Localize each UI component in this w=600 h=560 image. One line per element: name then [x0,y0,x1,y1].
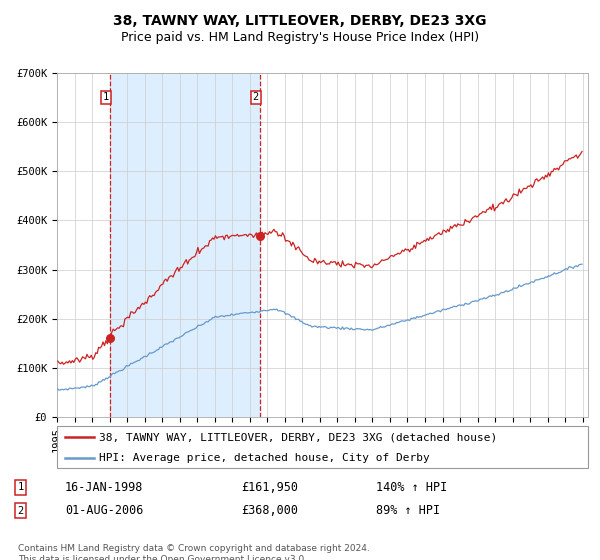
Text: 1: 1 [103,92,109,102]
Text: 2: 2 [17,506,24,516]
Text: 16-JAN-1998: 16-JAN-1998 [65,481,143,494]
Text: 140% ↑ HPI: 140% ↑ HPI [376,481,448,494]
Bar [110,73,260,417]
Text: 1: 1 [17,482,24,492]
Text: HPI: Average price, detached house, City of Derby: HPI: Average price, detached house, City… [100,452,430,463]
Text: £368,000: £368,000 [241,504,298,517]
Text: £161,950: £161,950 [241,481,298,494]
Text: 2: 2 [253,92,259,102]
FancyBboxPatch shape [57,426,588,468]
Text: Price paid vs. HM Land Registry's House Price Index (HPI): Price paid vs. HM Land Registry's House … [121,31,479,44]
Text: Contains HM Land Registry data © Crown copyright and database right 2024.
This d: Contains HM Land Registry data © Crown c… [18,544,370,560]
Text: 38, TAWNY WAY, LITTLEOVER, DERBY, DE23 3XG (detached house): 38, TAWNY WAY, LITTLEOVER, DERBY, DE23 3… [100,432,498,442]
Text: 01-AUG-2006: 01-AUG-2006 [65,504,143,517]
Text: 38, TAWNY WAY, LITTLEOVER, DERBY, DE23 3XG: 38, TAWNY WAY, LITTLEOVER, DERBY, DE23 3… [113,14,487,28]
Text: 89% ↑ HPI: 89% ↑ HPI [376,504,440,517]
